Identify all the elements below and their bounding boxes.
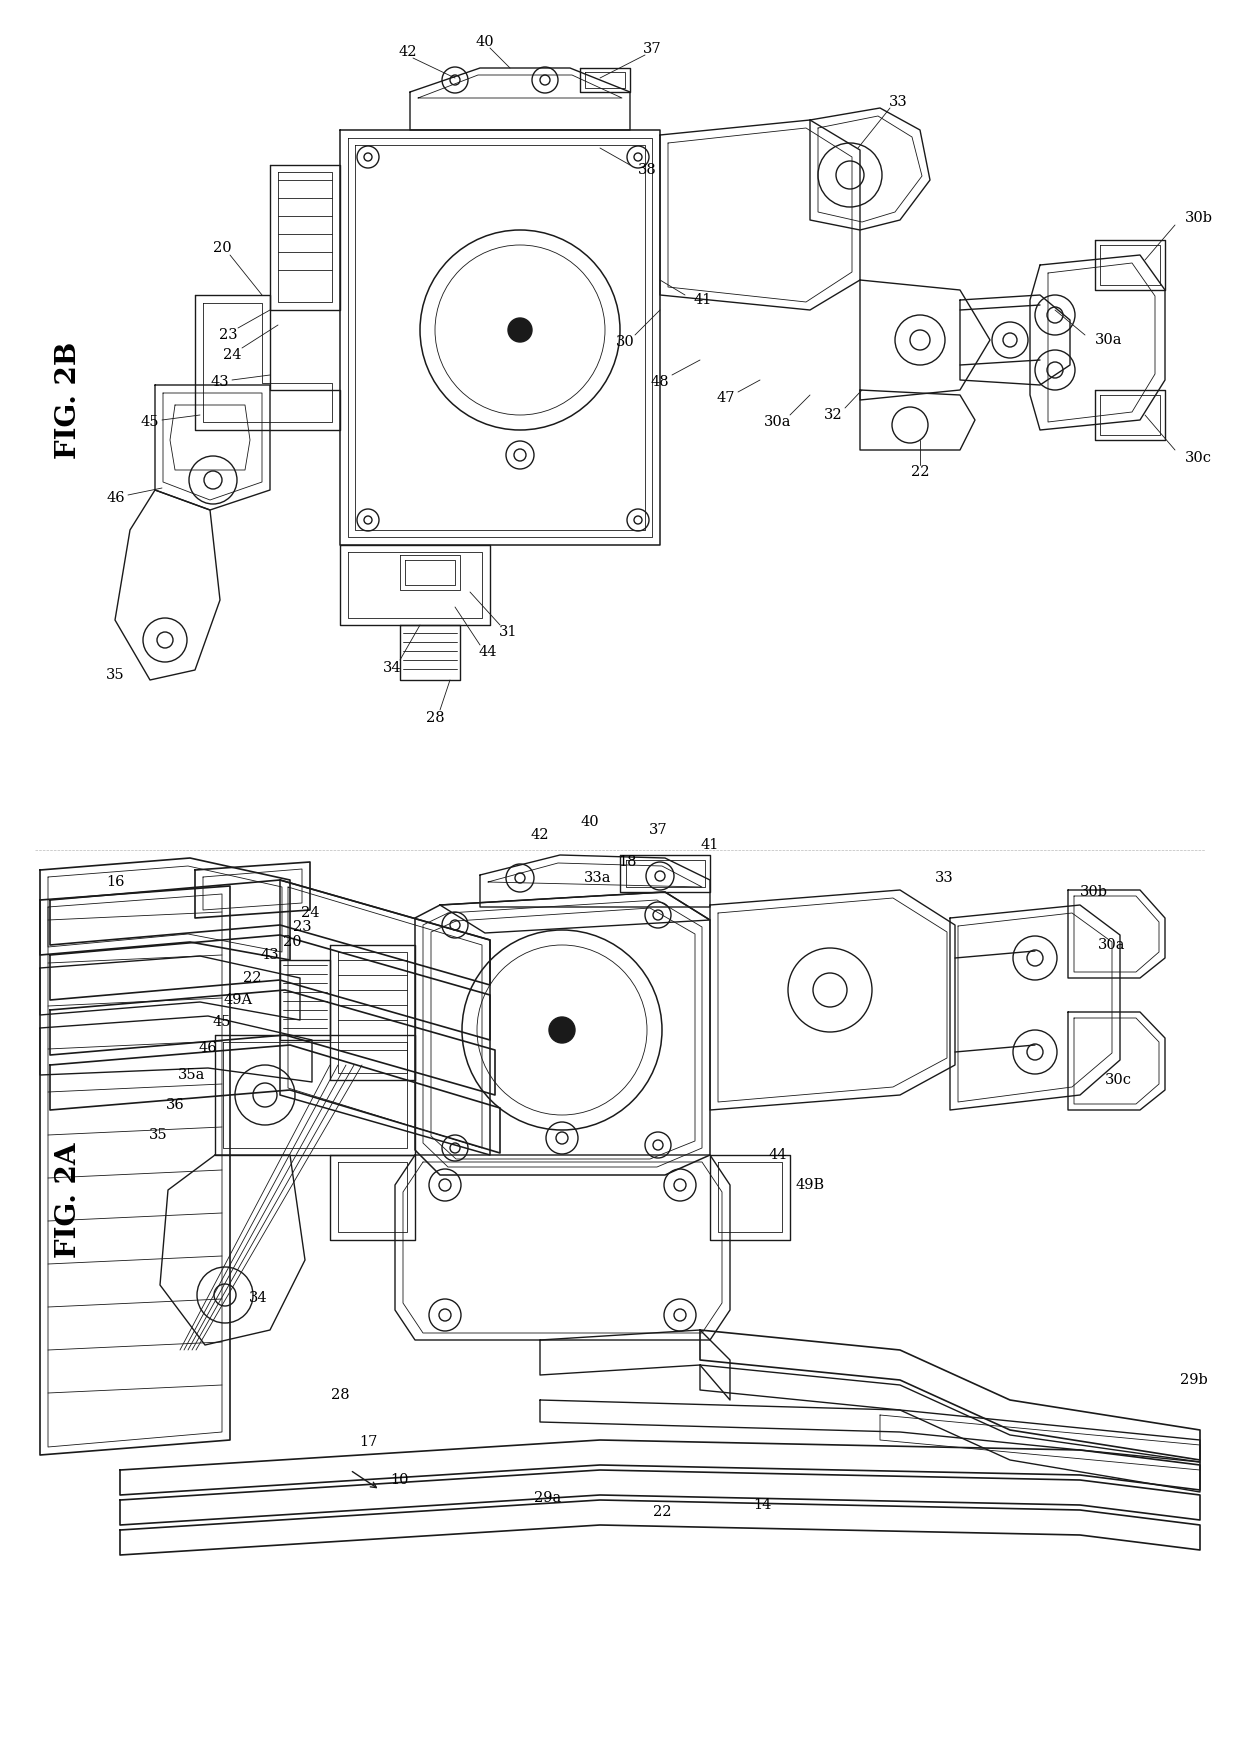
- Text: 33: 33: [935, 872, 954, 885]
- Text: 29a: 29a: [534, 1490, 562, 1504]
- Text: 20: 20: [213, 241, 232, 254]
- Text: 34: 34: [383, 661, 402, 675]
- Text: 41: 41: [693, 293, 712, 307]
- Polygon shape: [40, 885, 229, 1455]
- Text: 29b: 29b: [1180, 1373, 1208, 1387]
- Text: 30c: 30c: [1185, 451, 1211, 465]
- Text: 30a: 30a: [1095, 333, 1122, 347]
- Text: 24: 24: [223, 349, 242, 363]
- Text: 33a: 33a: [584, 872, 611, 885]
- Text: 30b: 30b: [1080, 885, 1109, 899]
- Text: 35a: 35a: [179, 1068, 206, 1082]
- Text: 22: 22: [910, 465, 929, 479]
- Text: 37: 37: [642, 42, 661, 56]
- Text: 47: 47: [717, 390, 735, 404]
- Text: 31: 31: [498, 626, 517, 640]
- Text: 46: 46: [107, 492, 125, 505]
- Text: 23: 23: [293, 920, 311, 934]
- Text: 16: 16: [105, 875, 124, 889]
- Text: 34: 34: [249, 1292, 268, 1306]
- Text: 14: 14: [753, 1497, 771, 1511]
- Text: 42: 42: [399, 45, 417, 59]
- Text: FIG. 2B: FIG. 2B: [55, 342, 82, 458]
- Text: 28: 28: [331, 1387, 350, 1401]
- Text: 42: 42: [531, 828, 549, 842]
- Polygon shape: [280, 880, 490, 1156]
- Text: 48: 48: [651, 375, 670, 389]
- Text: 10: 10: [391, 1473, 409, 1487]
- Text: 37: 37: [649, 823, 667, 837]
- Text: 35: 35: [105, 668, 124, 682]
- Text: 40: 40: [476, 35, 495, 49]
- Text: 30b: 30b: [1185, 211, 1213, 225]
- Text: 30a: 30a: [1097, 938, 1126, 952]
- Text: 45: 45: [141, 415, 159, 429]
- Text: 30a: 30a: [764, 415, 792, 429]
- Circle shape: [549, 1016, 575, 1042]
- Text: 44: 44: [479, 645, 497, 659]
- Text: 43: 43: [211, 375, 229, 389]
- Text: 45: 45: [213, 1014, 231, 1028]
- Text: 44: 44: [769, 1149, 787, 1163]
- Text: 30c: 30c: [1105, 1074, 1132, 1088]
- Text: 17: 17: [358, 1434, 377, 1448]
- Text: 46: 46: [198, 1041, 217, 1055]
- Circle shape: [508, 317, 532, 342]
- Text: 32: 32: [823, 408, 842, 422]
- Text: 38: 38: [639, 164, 657, 178]
- Text: 30: 30: [615, 335, 635, 349]
- Text: 49A: 49A: [223, 994, 253, 1007]
- Text: 20: 20: [283, 934, 301, 948]
- Text: 24: 24: [301, 906, 319, 920]
- Text: 40: 40: [580, 816, 599, 830]
- Text: 18: 18: [619, 856, 637, 870]
- Text: 43: 43: [260, 948, 279, 962]
- Text: FIG. 2A: FIG. 2A: [55, 1142, 82, 1258]
- Polygon shape: [170, 404, 250, 471]
- Text: 41: 41: [701, 838, 719, 852]
- Text: 35: 35: [149, 1128, 167, 1142]
- Text: 23: 23: [218, 328, 237, 342]
- Text: 22: 22: [652, 1504, 671, 1518]
- Text: 28: 28: [425, 711, 444, 725]
- Text: 22: 22: [243, 971, 262, 985]
- Text: 49B: 49B: [795, 1178, 825, 1192]
- Text: 33: 33: [889, 96, 908, 110]
- Text: 36: 36: [166, 1098, 185, 1112]
